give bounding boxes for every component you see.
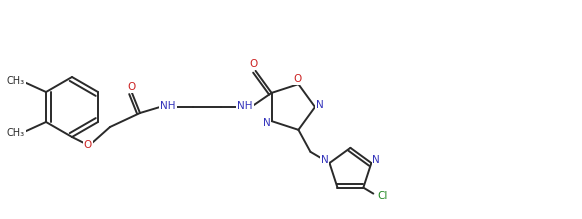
Text: Cl: Cl (377, 191, 388, 201)
Text: CH₃: CH₃ (7, 128, 25, 138)
Text: O: O (293, 74, 301, 84)
Text: N: N (372, 155, 380, 165)
Text: NH: NH (160, 101, 176, 111)
Text: NH: NH (237, 101, 253, 111)
Text: O: O (250, 59, 258, 69)
Text: N: N (262, 118, 271, 128)
Text: O: O (84, 140, 92, 150)
Text: O: O (128, 82, 136, 92)
Text: N: N (316, 100, 324, 110)
Text: N: N (321, 155, 328, 165)
Text: CH₃: CH₃ (7, 76, 25, 86)
